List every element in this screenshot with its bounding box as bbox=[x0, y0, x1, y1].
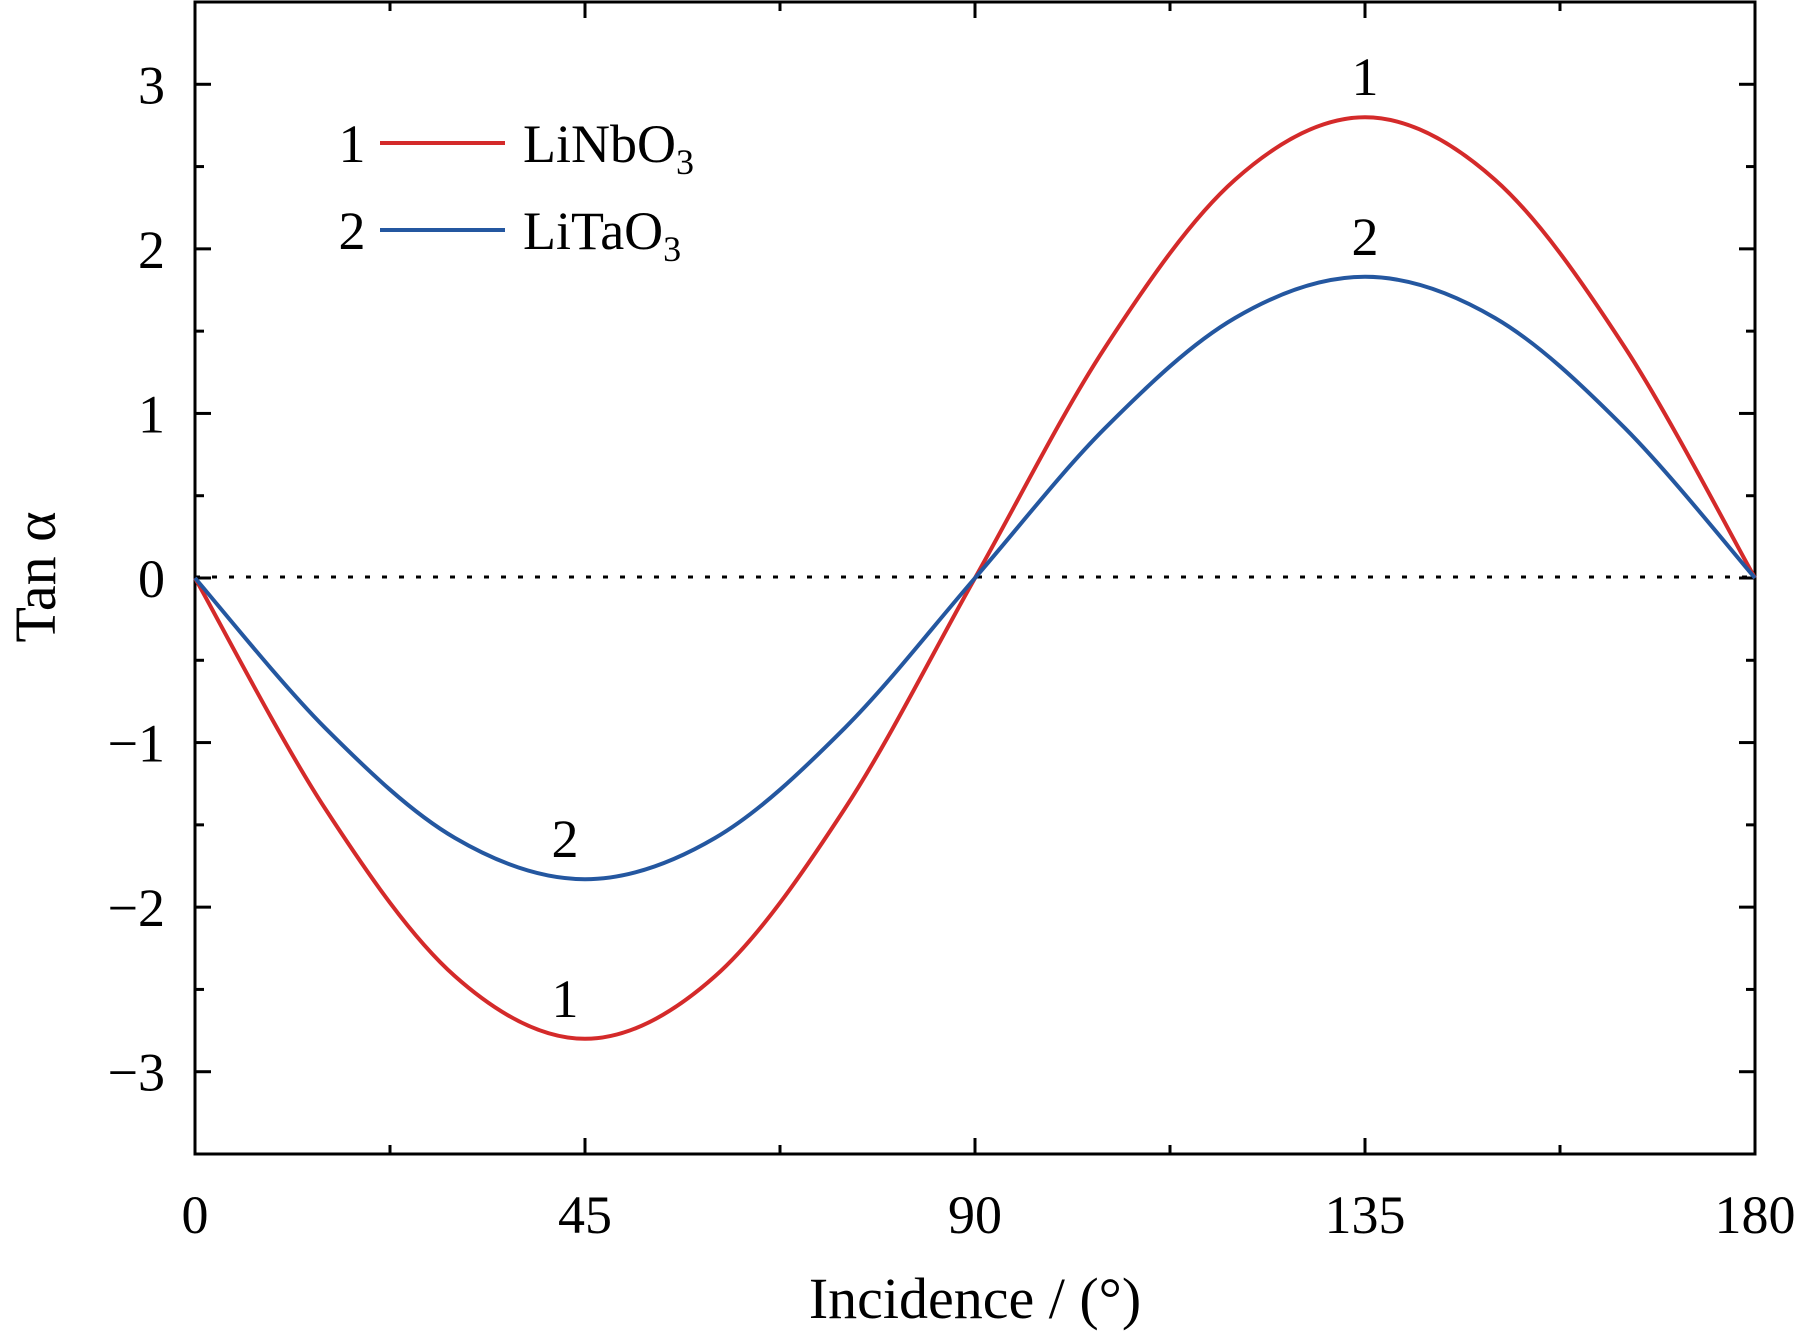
x-tick-label: 0 bbox=[182, 1185, 209, 1245]
curve-label-2: 2 bbox=[552, 809, 579, 869]
y-tick-label: −1 bbox=[108, 714, 165, 774]
legend-label-subscript: 3 bbox=[676, 142, 694, 182]
y-tick-label: 3 bbox=[138, 55, 165, 115]
y-tick-label: −3 bbox=[108, 1043, 165, 1103]
y-tick-label: 1 bbox=[138, 384, 165, 444]
y-tick-label: 2 bbox=[138, 220, 165, 280]
series-layer bbox=[193, 115, 1757, 1041]
tick-labels: 0 45 90 135 180 −3 −2 −1 0 1 2 3 bbox=[108, 55, 1796, 1245]
curve-label-1: 1 bbox=[1352, 47, 1379, 107]
x-axis-title: Incidence / (°) bbox=[809, 1266, 1141, 1331]
legend-label-text: LiNbO bbox=[523, 114, 676, 174]
legend-label-1: LiNbO3 bbox=[523, 114, 694, 182]
x-tick-label: 180 bbox=[1715, 1185, 1796, 1245]
y-tick-label: −2 bbox=[108, 878, 165, 938]
axis-ticks bbox=[193, 2, 1757, 1154]
legend-label-subscript: 3 bbox=[663, 229, 681, 269]
y-axis-title: Tan α bbox=[3, 511, 68, 642]
x-tick-label: 45 bbox=[558, 1185, 612, 1245]
curve-label-2: 2 bbox=[1352, 207, 1379, 267]
curve-annotations: 1 2 2 1 bbox=[552, 47, 1379, 1029]
x-tick-label: 90 bbox=[948, 1185, 1002, 1245]
y-tick-label: 0 bbox=[138, 549, 165, 609]
series-line-2 bbox=[193, 274, 1757, 882]
curve-label-1: 1 bbox=[552, 969, 579, 1029]
legend-label-text: LiTaO bbox=[523, 201, 663, 261]
legend-number-1: 1 bbox=[339, 114, 366, 174]
legend-label-2: LiTaO3 bbox=[523, 201, 681, 269]
x-tick-label: 135 bbox=[1325, 1185, 1406, 1245]
legend-number-2: 2 bbox=[339, 201, 366, 261]
